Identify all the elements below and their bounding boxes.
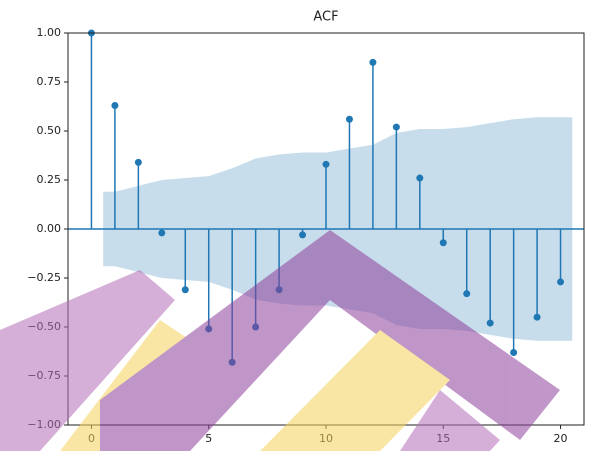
stem-marker xyxy=(510,349,517,356)
stem-marker xyxy=(135,159,142,166)
stem-marker xyxy=(557,278,564,285)
x-tick-label: 5 xyxy=(205,432,212,445)
y-tick-label: 1.00 xyxy=(37,26,62,39)
y-tick-label: 0.00 xyxy=(37,222,62,235)
y-tick-label: 0.25 xyxy=(37,173,62,186)
stem-marker xyxy=(346,116,353,123)
stem-marker xyxy=(158,229,165,236)
y-tick-label: −0.25 xyxy=(27,271,61,284)
stem-marker xyxy=(534,314,541,321)
y-tick-label: 0.75 xyxy=(37,75,62,88)
stem-marker xyxy=(487,320,494,327)
chart: ACF −1.00−0.75−0.50−0.250.000.250.500.75… xyxy=(0,0,590,451)
x-tick-label: 20 xyxy=(554,432,568,445)
y-tick-label: 0.50 xyxy=(37,124,62,137)
chart-title: ACF xyxy=(313,10,338,25)
stem-marker xyxy=(463,290,470,297)
stem-marker xyxy=(440,239,447,246)
stem-marker xyxy=(182,286,189,293)
stem-marker xyxy=(369,59,376,66)
stem-marker xyxy=(111,102,118,109)
stem-marker xyxy=(416,175,423,182)
stem-marker xyxy=(323,161,330,168)
stem-marker xyxy=(299,231,306,238)
stem-marker xyxy=(393,124,400,131)
page: {"chart_data": {"type": "stem", "title":… xyxy=(0,0,590,455)
